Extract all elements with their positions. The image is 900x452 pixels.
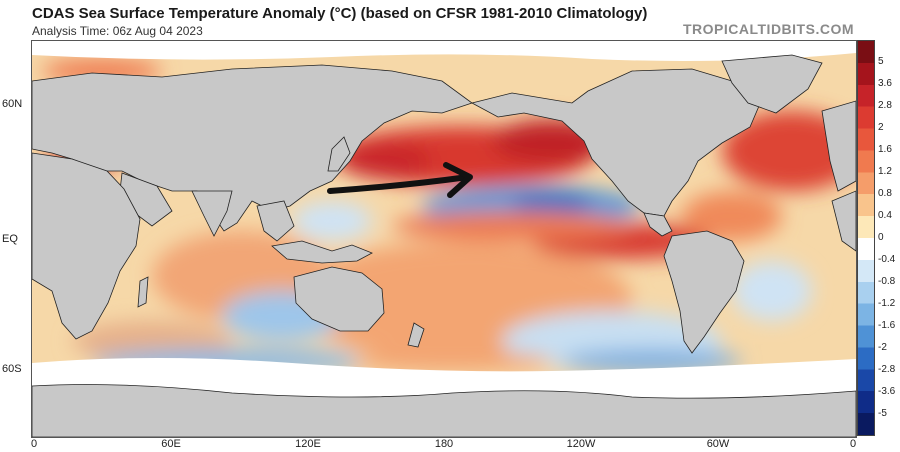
map-canvas	[32, 41, 856, 437]
new-zealand	[407, 322, 425, 348]
south-america	[663, 230, 745, 354]
colorbar-tick-label: -0.8	[878, 276, 896, 287]
colorbar-tick-label: 1.6	[878, 144, 892, 155]
lon-label-120e: 120E	[295, 438, 321, 450]
lon-label-180: 180	[434, 438, 454, 450]
europe-wrap	[821, 100, 856, 192]
madagascar	[137, 276, 149, 308]
africa-wrap	[831, 190, 856, 252]
africa	[32, 152, 141, 340]
india	[191, 190, 233, 237]
brand-watermark: TROPICALTIDBITS.COM	[682, 21, 854, 37]
colorbar-tick-label: 2.8	[878, 100, 892, 111]
antarctica	[32, 384, 856, 437]
colorbar-tick-label: -1.2	[878, 298, 896, 309]
eurasia	[32, 64, 473, 232]
sst-anomaly-map	[31, 40, 857, 438]
colorbar-tick-label: 2	[878, 122, 884, 133]
colorbar-tick-label: -3.6	[878, 386, 896, 397]
land	[32, 54, 856, 437]
north-america	[470, 68, 763, 217]
arctic-ice	[32, 41, 856, 61]
colorbar-tick-label: -0.4	[878, 254, 896, 265]
annotation-arrow	[327, 162, 473, 198]
colorbar-tick-label: -2	[878, 342, 887, 353]
greenland	[721, 54, 823, 114]
lon-label-120w: 120W	[566, 438, 596, 450]
lat-label-60n: 60N	[2, 98, 23, 110]
australia	[293, 266, 385, 332]
lon-label-0-end: 0	[849, 438, 857, 450]
colorbar-tick-label: 5	[878, 56, 884, 67]
lat-label-60s: 60S	[2, 363, 22, 375]
colorbar-tick-label: -1.6	[878, 320, 896, 331]
colorbar-tick-label: -5	[878, 408, 887, 419]
colorbar-tick-label: 0.8	[878, 188, 892, 199]
colorbar-tick-label: -2.8	[878, 364, 896, 375]
colorbar-tick-label: 3.6	[878, 78, 892, 89]
colorbar-tick-label: 0	[878, 232, 884, 243]
lon-label-60e: 60E	[161, 438, 181, 450]
indonesia	[271, 240, 373, 264]
colorbar	[857, 40, 875, 436]
lon-label-60w: 60W	[706, 438, 730, 450]
lon-label-0: 0	[30, 438, 38, 450]
lat-label-eq: EQ	[2, 233, 18, 245]
colorbar-tick-label: 0.4	[878, 210, 892, 221]
southeast-asia	[256, 200, 295, 242]
colorbar-tick-label: 1.2	[878, 166, 892, 177]
japan	[327, 136, 351, 172]
analysis-time: Analysis Time: 06z Aug 04 2023	[32, 24, 203, 38]
map-title: CDAS Sea Surface Temperature Anomaly (°C…	[32, 5, 648, 22]
central-america	[643, 212, 673, 237]
